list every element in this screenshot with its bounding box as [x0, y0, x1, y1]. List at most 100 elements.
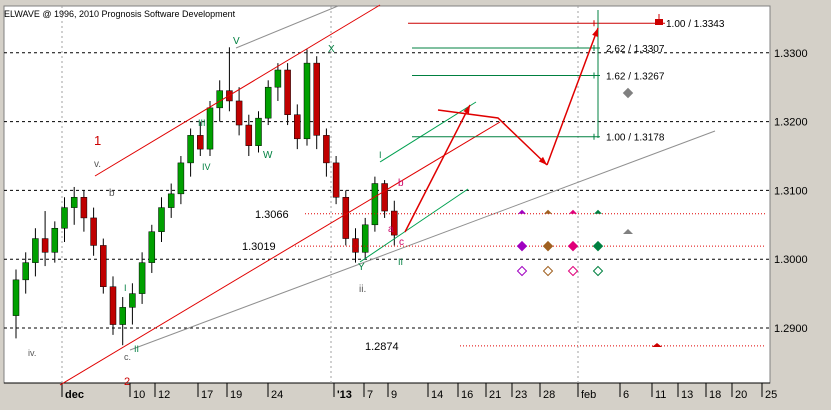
- marker-triangle: [544, 209, 552, 214]
- candle-body: [41, 238, 49, 253]
- candle: [41, 211, 49, 267]
- wave-label: W: [263, 150, 273, 161]
- marker-triangle: [569, 209, 577, 214]
- candle-body: [294, 114, 301, 140]
- candle-body: [148, 231, 156, 263]
- candle-body: [80, 197, 88, 219]
- x-tick-label: 13: [681, 389, 693, 401]
- marker-triangle: [594, 209, 602, 214]
- candle: [264, 80, 272, 126]
- candle: [148, 224, 156, 273]
- wave-label: II: [134, 344, 139, 354]
- candle: [100, 238, 107, 294]
- candle-body: [216, 90, 223, 109]
- wave-label: III: [198, 118, 206, 128]
- candle: [90, 207, 97, 256]
- marker-diamond: [542, 240, 554, 252]
- candle-body: [313, 62, 320, 136]
- marker-diamond-hollow: [516, 265, 528, 277]
- x-tick-label: '13: [337, 389, 352, 401]
- x-tick-label: 11: [655, 389, 666, 401]
- candle-body: [361, 224, 369, 253]
- green-channel-upper: [379, 101, 477, 163]
- candle-body: [100, 245, 107, 287]
- wave-label: v.: [94, 159, 101, 170]
- wave-label: I: [379, 150, 382, 160]
- marker-target-red: [655, 19, 663, 25]
- projection-arrow-2: [437, 109, 548, 166]
- candle-body: [381, 183, 388, 212]
- fib-label: 1.00 / 1.3343: [666, 19, 725, 30]
- fib-label: 2.62 / 1.3307: [606, 44, 665, 55]
- candle: [361, 217, 369, 260]
- x-tick-label: 16: [461, 389, 473, 401]
- candle-body: [255, 117, 262, 146]
- candle-body: [22, 262, 29, 281]
- marker-diamond-hollow: [567, 265, 579, 277]
- marker-diamond: [516, 240, 528, 252]
- x-tick-label: 23: [515, 389, 527, 401]
- wave-label: 1: [94, 133, 101, 148]
- candle-body: [332, 162, 340, 198]
- x-tick-label: 24: [271, 389, 283, 401]
- x-tick-label: 20: [735, 389, 747, 401]
- level-label: 1.2874: [365, 341, 399, 353]
- candle-body: [158, 207, 165, 232]
- marker-diamond: [567, 240, 579, 252]
- candle: [109, 276, 117, 335]
- wave-label: a: [388, 224, 394, 235]
- candle-body: [284, 69, 291, 115]
- y-tick-label: 1.2900: [774, 323, 808, 335]
- candle: [274, 63, 282, 101]
- candle-body: [70, 197, 78, 208]
- wave-label: II: [398, 257, 403, 267]
- candle: [284, 63, 291, 126]
- candle-body: [342, 197, 350, 239]
- marker-diamond-hollow: [542, 265, 554, 277]
- x-tick-label: 25: [765, 389, 777, 401]
- marker-diamond-hollow: [592, 265, 604, 277]
- candle-body: [235, 100, 243, 126]
- marker-triangle-red: [652, 343, 662, 347]
- candle-body: [138, 262, 146, 294]
- level-label: 1.3019: [242, 241, 276, 253]
- x-tick-label: 7: [367, 389, 373, 401]
- fib-label: 1.00 / 1.3178: [606, 133, 665, 144]
- candle: [61, 197, 68, 242]
- candle: [129, 283, 136, 325]
- marker-diamond: [592, 240, 604, 252]
- candle-body: [167, 193, 175, 208]
- candle-body: [109, 286, 117, 325]
- green-channel-lower: [359, 188, 469, 263]
- marker-diamond-gray: [622, 87, 634, 99]
- wave-label: b: [398, 178, 404, 189]
- candle-body: [323, 135, 330, 164]
- x-tick-label: 10: [133, 389, 145, 401]
- projection-arrow-3-head: [592, 28, 598, 37]
- copyright-text: ELWAVE @ 1996, 2010 Prognosis Software D…: [4, 9, 236, 19]
- wave-label: X: [328, 44, 335, 55]
- y-tick-label: 1.3000: [774, 254, 808, 266]
- x-tick-label: 21: [489, 389, 501, 401]
- x-tick-label: 28: [543, 389, 555, 401]
- candle: [138, 252, 146, 304]
- candle: [206, 100, 214, 156]
- candle-body: [371, 183, 379, 226]
- candle-body: [264, 86, 272, 119]
- candle-body: [61, 207, 68, 229]
- y-tick-label: 1.3100: [774, 185, 808, 197]
- wave-label: c.: [124, 352, 131, 362]
- candle-body: [187, 135, 194, 164]
- x-tick-label: 12: [158, 389, 170, 401]
- candle: [177, 156, 185, 205]
- candle-body: [303, 62, 311, 140]
- wave-label: c: [399, 237, 404, 248]
- wave-label: 2: [124, 376, 130, 388]
- candle-body: [245, 124, 253, 146]
- candle-body: [32, 238, 39, 263]
- y-tick-label: 1.3200: [774, 117, 808, 129]
- candle: [255, 111, 262, 153]
- x-tick-label: 6: [623, 389, 629, 401]
